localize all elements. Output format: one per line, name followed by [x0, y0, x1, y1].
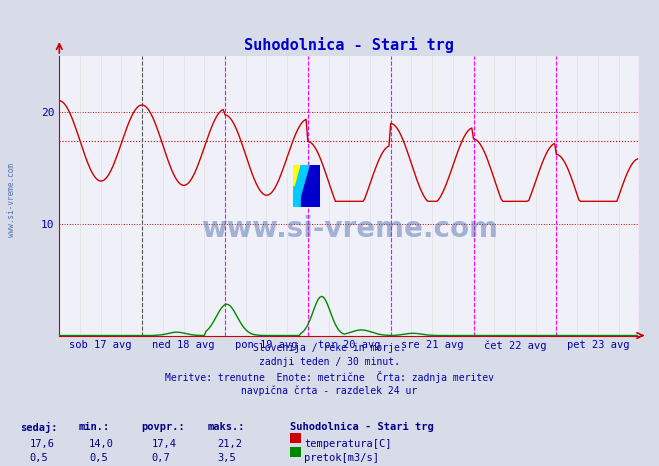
Text: pretok[m3/s]: pretok[m3/s]	[304, 453, 380, 463]
Text: 0,5: 0,5	[30, 453, 48, 463]
Text: zadnji teden / 30 minut.: zadnji teden / 30 minut.	[259, 357, 400, 367]
Text: 0,5: 0,5	[89, 453, 107, 463]
Polygon shape	[293, 186, 320, 207]
Text: Suhodolnica - Stari trg: Suhodolnica - Stari trg	[290, 422, 434, 432]
Text: min.:: min.:	[79, 422, 110, 432]
Text: 0,7: 0,7	[152, 453, 170, 463]
Text: Slovenija / reke in morje.: Slovenija / reke in morje.	[253, 343, 406, 352]
Title: Suhodolnica - Stari trg: Suhodolnica - Stari trg	[244, 37, 454, 54]
Polygon shape	[293, 165, 320, 191]
Text: www.si-vreme.com: www.si-vreme.com	[201, 215, 498, 243]
Text: Meritve: trenutne  Enote: metrične  Črta: zadnja meritev: Meritve: trenutne Enote: metrične Črta: …	[165, 371, 494, 384]
Text: 3,5: 3,5	[217, 453, 236, 463]
Text: 17,4: 17,4	[152, 439, 177, 449]
Polygon shape	[293, 165, 309, 207]
Text: 14,0: 14,0	[89, 439, 114, 449]
Text: temperatura[C]: temperatura[C]	[304, 439, 392, 449]
Text: maks.:: maks.:	[208, 422, 245, 432]
Text: 17,6: 17,6	[30, 439, 55, 449]
Polygon shape	[301, 165, 320, 207]
Text: www.si-vreme.com: www.si-vreme.com	[7, 164, 16, 237]
Text: sedaj:: sedaj:	[20, 422, 57, 433]
Polygon shape	[293, 191, 320, 207]
Text: navpična črta - razdelek 24 ur: navpična črta - razdelek 24 ur	[241, 386, 418, 397]
Text: povpr.:: povpr.:	[142, 422, 185, 432]
Text: 21,2: 21,2	[217, 439, 243, 449]
